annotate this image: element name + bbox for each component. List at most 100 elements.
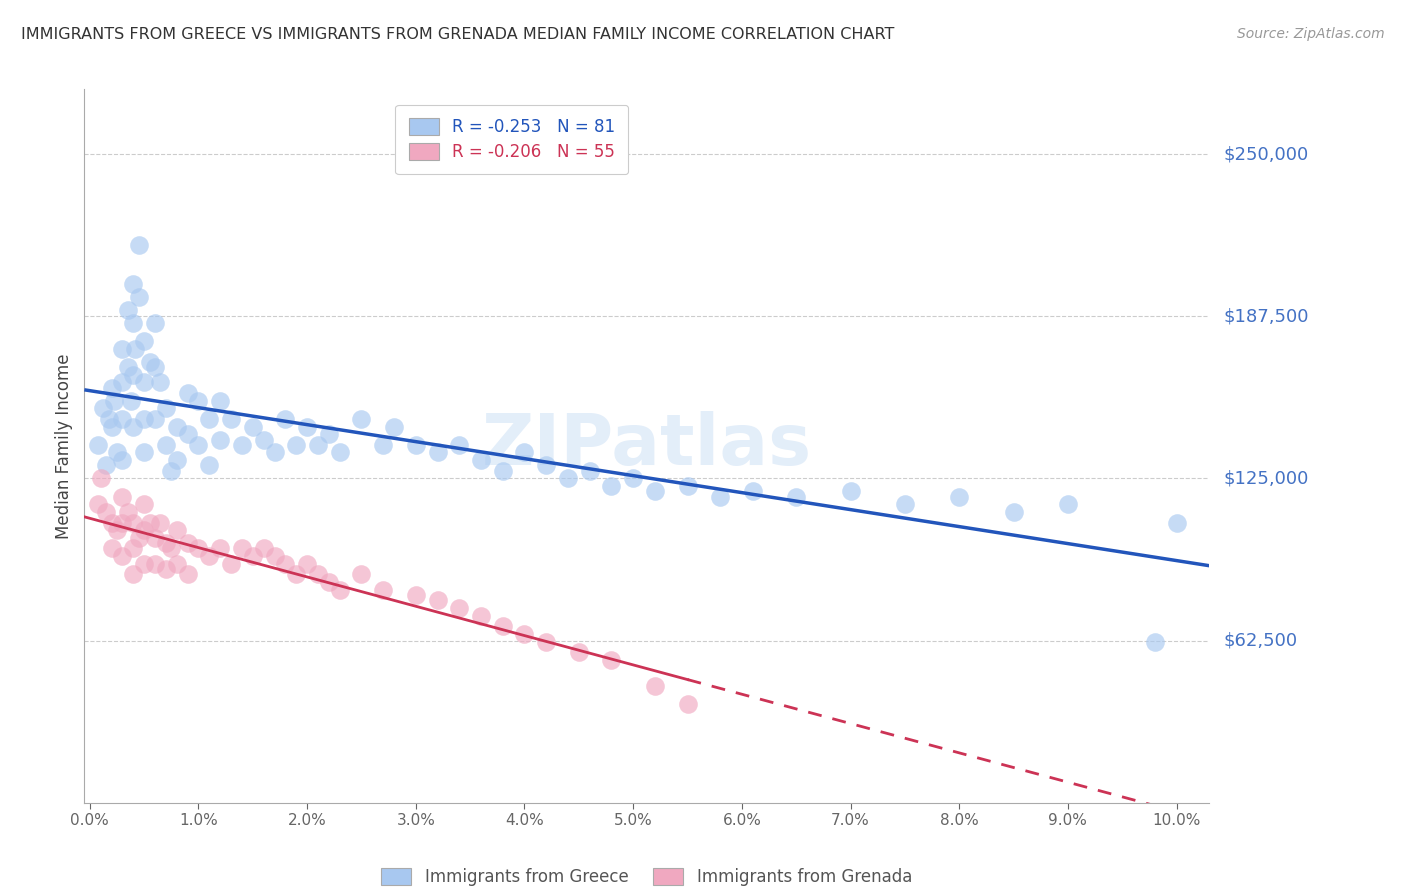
Point xyxy=(263,549,285,564)
Point xyxy=(470,453,492,467)
Point xyxy=(242,419,264,434)
Point xyxy=(231,541,253,556)
Point xyxy=(253,433,276,447)
Point xyxy=(318,427,340,442)
Point xyxy=(568,645,591,659)
Point xyxy=(94,505,117,519)
Point xyxy=(285,567,308,582)
Point xyxy=(90,471,112,485)
Point xyxy=(318,575,340,590)
Point xyxy=(111,490,134,504)
Point xyxy=(155,438,177,452)
Point xyxy=(122,516,145,530)
Point xyxy=(122,541,145,556)
Point xyxy=(176,427,198,442)
Point xyxy=(122,567,145,582)
Text: $125,000: $125,000 xyxy=(1223,469,1309,487)
Point xyxy=(350,411,373,425)
Point xyxy=(105,445,128,459)
Point xyxy=(103,393,125,408)
Point xyxy=(449,601,471,615)
Point xyxy=(492,619,515,633)
Point xyxy=(98,411,121,425)
Point xyxy=(676,697,699,711)
Point xyxy=(209,393,232,408)
Point xyxy=(557,471,579,485)
Point xyxy=(155,562,177,576)
Point xyxy=(644,484,666,499)
Text: ZIPatlas: ZIPatlas xyxy=(482,411,811,481)
Point xyxy=(242,549,264,564)
Point xyxy=(676,479,699,493)
Point xyxy=(143,316,166,330)
Point xyxy=(134,334,156,348)
Point xyxy=(160,464,183,478)
Point xyxy=(405,588,427,602)
Point xyxy=(1166,516,1188,530)
Point xyxy=(155,536,177,550)
Point xyxy=(373,438,395,452)
Point xyxy=(100,381,122,395)
Point xyxy=(100,516,122,530)
Point xyxy=(134,445,156,459)
Point xyxy=(621,471,644,485)
Point xyxy=(470,609,492,624)
Point xyxy=(198,411,221,425)
Point xyxy=(198,549,221,564)
Point xyxy=(124,342,146,356)
Point xyxy=(120,393,142,408)
Point xyxy=(134,557,156,571)
Point xyxy=(426,445,449,459)
Y-axis label: Median Family Income: Median Family Income xyxy=(55,353,73,539)
Point xyxy=(134,411,156,425)
Point xyxy=(785,490,807,504)
Point xyxy=(307,567,329,582)
Point xyxy=(741,484,763,499)
Point xyxy=(536,458,558,473)
Point xyxy=(155,401,177,416)
Point xyxy=(253,541,276,556)
Point xyxy=(295,419,318,434)
Point xyxy=(100,419,122,434)
Point xyxy=(709,490,731,504)
Point xyxy=(373,582,395,597)
Point xyxy=(263,445,285,459)
Point xyxy=(117,505,139,519)
Point xyxy=(600,479,623,493)
Point xyxy=(105,524,128,538)
Point xyxy=(578,464,600,478)
Point xyxy=(166,453,188,467)
Point xyxy=(350,567,373,582)
Point xyxy=(187,393,209,408)
Point xyxy=(274,557,297,571)
Point xyxy=(117,302,139,317)
Point xyxy=(111,516,134,530)
Point xyxy=(122,368,145,382)
Point xyxy=(149,516,172,530)
Point xyxy=(839,484,862,499)
Text: $187,500: $187,500 xyxy=(1223,307,1309,326)
Point xyxy=(149,376,172,390)
Point xyxy=(492,464,515,478)
Point xyxy=(1057,497,1080,511)
Point xyxy=(176,536,198,550)
Point xyxy=(894,497,917,511)
Point xyxy=(117,359,139,374)
Point xyxy=(134,376,156,390)
Point xyxy=(122,277,145,291)
Point xyxy=(644,679,666,693)
Point xyxy=(111,376,134,390)
Point xyxy=(138,354,160,368)
Point xyxy=(128,531,150,545)
Point xyxy=(143,359,166,374)
Point xyxy=(94,458,117,473)
Point xyxy=(198,458,221,473)
Point xyxy=(600,653,623,667)
Point xyxy=(449,438,471,452)
Point xyxy=(143,531,166,545)
Point xyxy=(111,342,134,356)
Point xyxy=(87,497,110,511)
Text: Source: ZipAtlas.com: Source: ZipAtlas.com xyxy=(1237,27,1385,41)
Point xyxy=(209,433,232,447)
Point xyxy=(134,524,156,538)
